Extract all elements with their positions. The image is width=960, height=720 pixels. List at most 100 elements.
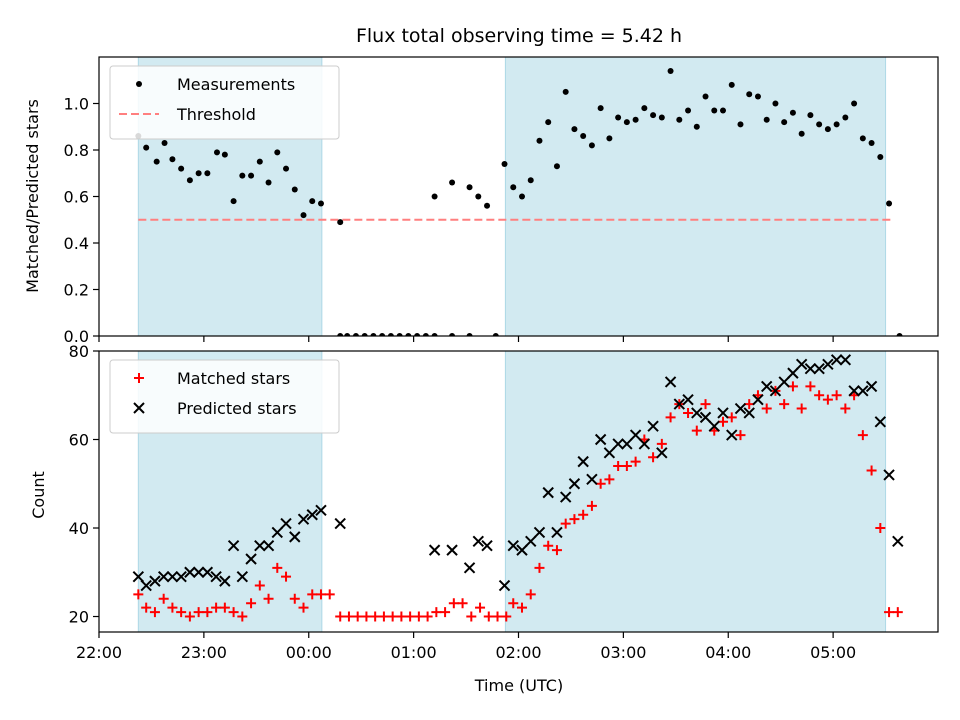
data-point (153, 158, 160, 165)
y-axis-label: Count (29, 471, 48, 519)
data-point (508, 598, 519, 609)
data-point (352, 611, 363, 622)
data-point (428, 544, 441, 556)
data-point (754, 93, 761, 100)
data-point (842, 114, 849, 121)
data-point (472, 535, 485, 547)
data-point (237, 611, 248, 622)
data-point (839, 354, 852, 366)
data-point (309, 198, 316, 205)
data-point (140, 579, 152, 592)
data-point (580, 133, 587, 140)
y-tick-label: 20 (69, 608, 89, 627)
data-point (501, 160, 508, 167)
data-point (274, 149, 281, 156)
data-point (542, 486, 554, 499)
data-point (543, 540, 554, 551)
data-point (594, 433, 607, 446)
data-point (699, 411, 712, 424)
data-point (615, 114, 622, 121)
data-point (700, 399, 711, 410)
data-point (874, 416, 887, 428)
data-point (761, 403, 772, 414)
data-point (884, 607, 895, 618)
y-tick-label: 60 (69, 431, 89, 450)
data-point (772, 100, 779, 107)
top-panel: 0.0 0.2 0.4 0.6 0.8 1.0 Matched/Predicted star… (23, 56, 939, 346)
data-point (201, 566, 214, 578)
data-point (466, 184, 473, 191)
data-point (656, 447, 668, 459)
data-point (597, 105, 604, 112)
data-point (813, 362, 825, 375)
data-point (629, 429, 642, 441)
data-point (501, 611, 512, 622)
x-tick-label: 03:00 (600, 643, 646, 662)
data-point (213, 149, 220, 156)
data-point (868, 140, 875, 147)
data-point (685, 107, 692, 114)
data-point (483, 611, 494, 622)
data-point (291, 186, 298, 193)
y-tick-label: 0.4 (64, 234, 89, 253)
data-point (361, 333, 368, 336)
data-point (726, 429, 738, 441)
data-point (210, 570, 222, 583)
x-tick-label: 02:00 (495, 643, 541, 662)
data-point (795, 358, 808, 370)
data-point (202, 607, 213, 618)
data-point (612, 438, 624, 450)
data-point (533, 526, 546, 539)
data-point (857, 430, 868, 441)
data-point (315, 504, 327, 517)
data-point (717, 407, 729, 419)
data-point (283, 165, 290, 172)
data-point (239, 172, 246, 179)
data-point (568, 478, 581, 490)
x-tick-label: 00:00 (286, 643, 332, 662)
data-point (851, 100, 858, 107)
data-point (405, 611, 416, 622)
data-point (431, 193, 438, 200)
data-point (378, 611, 389, 622)
data-point (578, 509, 589, 520)
data-point (682, 393, 694, 406)
data-point (734, 402, 747, 415)
data-point (658, 114, 665, 121)
data-point (466, 611, 477, 622)
data-point (728, 81, 735, 88)
data-point (569, 514, 580, 525)
data-point (877, 153, 884, 160)
data-point (632, 116, 639, 123)
y-tick-label: 40 (69, 519, 89, 538)
data-point (641, 105, 648, 112)
data-point (186, 177, 193, 184)
data-point (256, 158, 263, 165)
data-point (760, 380, 773, 393)
data-point (166, 570, 179, 583)
data-point (604, 474, 615, 485)
x-tick-label: 04:00 (705, 643, 751, 662)
data-point (230, 198, 237, 205)
y-axis-label: Matched/Predicted stars (23, 99, 42, 293)
data-point (676, 116, 683, 123)
legend-label: Threshold (176, 105, 256, 124)
data-point (630, 456, 641, 467)
data-point (149, 607, 160, 618)
legend-box (109, 359, 340, 434)
data-point (516, 602, 527, 613)
chart-title: Flux total observing time = 5.42 h (356, 25, 682, 47)
data-point (691, 407, 703, 419)
data-point (396, 611, 407, 622)
data-point (892, 607, 903, 618)
data-point (769, 385, 782, 397)
legend: Matched stars Predicted stars (109, 359, 340, 434)
data-point (463, 562, 476, 574)
x-tick-label: 23:00 (181, 643, 227, 662)
data-point (814, 390, 825, 401)
data-point (830, 354, 843, 366)
bottom-panel: 20 40 60 80 22:00 23:00 00:00 01:00 02:00 03:00 04… (29, 342, 939, 662)
data-point (886, 200, 893, 207)
data-point (157, 570, 170, 583)
